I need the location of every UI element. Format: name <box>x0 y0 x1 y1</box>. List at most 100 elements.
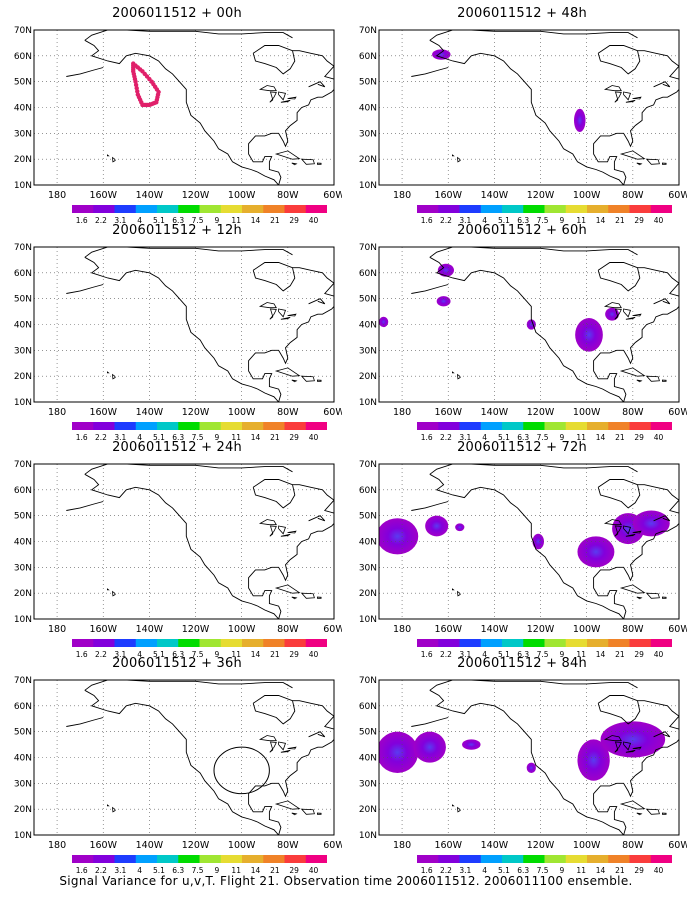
colorbar-level-label: 1.6 <box>76 866 88 875</box>
map-svg: 10N 20N 30N 40N 50N 60N 70N 180 160W 140W 120W 100W… <box>14 676 346 851</box>
colorbar-svg: 1.6 2.2 3.1 4 5.1 6.3 7.5 9 11 14 21 29 40 <box>72 855 328 875</box>
panel-title: 2006011512 + 24h <box>112 440 242 455</box>
colorbar-level-label: 7.5 <box>537 216 549 225</box>
colorbar-level-label: 5.1 <box>498 216 510 225</box>
colorbar-swatch <box>565 422 588 430</box>
lon-tick-label: 60W <box>323 407 342 418</box>
lat-tick-label: 40N <box>359 538 377 548</box>
colorbar: 1.6 2.2 3.1 4 5.1 6.3 7.5 9 11 14 21 29 40 <box>72 639 328 663</box>
island-outline <box>274 800 301 810</box>
colorbar-level-label: 29 <box>634 216 644 225</box>
coastline <box>429 464 638 475</box>
colorbar-level-label: 40 <box>309 866 319 875</box>
panel-title: 2006011512 + 48h <box>457 6 587 21</box>
colorbar-level-label: 29 <box>634 866 644 875</box>
lake-outline <box>623 91 632 101</box>
island-outline <box>291 379 298 383</box>
colorbar-level-label: 1.6 <box>421 433 433 442</box>
coastline <box>252 262 296 292</box>
lat-tick-label: 60N <box>14 702 32 712</box>
colorbar: 1.6 2.2 3.1 4 5.1 6.3 7.5 9 11 14 21 29 40 <box>417 855 673 879</box>
lon-tick-label: 160W <box>434 190 462 201</box>
coastline <box>653 81 671 88</box>
colorbar-level-label: 9 <box>559 650 564 659</box>
coastline <box>637 700 679 730</box>
lon-tick-label: 120W <box>182 624 210 635</box>
colorbar-level-label: 29 <box>289 866 299 875</box>
lake-outline <box>614 741 622 753</box>
island-outline <box>452 588 455 591</box>
colorbar-swatch <box>459 422 482 430</box>
colorbar-level-label: 6.3 <box>517 650 529 659</box>
lake-outline <box>287 530 297 534</box>
figure-caption: Signal Variance for u,v,T. Flight 21. Ob… <box>59 874 633 888</box>
island-outline <box>112 806 116 813</box>
lake-outline <box>603 85 623 92</box>
lake-outline <box>625 749 636 753</box>
lon-tick-label: 160W <box>434 624 462 635</box>
colorbar-swatch <box>263 855 285 863</box>
map-svg: 10N 20N 30N 40N 50N 60N 70N 180 160W 140W 120W 100W… <box>14 26 346 201</box>
lon-tick-label: 160W <box>434 407 462 418</box>
plot-background <box>34 30 334 185</box>
coastline <box>84 247 293 258</box>
colorbar-level-label: 9 <box>214 216 219 225</box>
colorbar-svg: 1.6 2.2 3.1 4 5.1 6.3 7.5 9 11 14 21 29 40 <box>72 205 328 225</box>
colorbar-level-label: 14 <box>251 216 261 225</box>
variance-area <box>532 533 544 550</box>
colorbar-level-label: 2.2 <box>440 216 452 225</box>
colorbar-level-label: 6.3 <box>172 866 184 875</box>
target-region-circle <box>213 746 270 795</box>
colorbar-swatch <box>93 639 115 647</box>
colorbar-level-label: 5.1 <box>153 866 165 875</box>
island-outline <box>457 590 461 597</box>
lat-tick-label: 60N <box>14 486 32 496</box>
colorbar-level-label: 5.1 <box>498 866 510 875</box>
lon-tick-label: 140W <box>136 407 164 418</box>
map-plot-24h: 10N 20N 30N 40N 50N 60N 70N 180 160W 140W 120W 100W… <box>12 459 346 643</box>
colorbar-level-label: 5.1 <box>498 433 510 442</box>
map-svg: 10N 20N 30N 40N 50N 60N 70N 180 160W 140W 120W 100W… <box>14 460 346 635</box>
colorbar-level-label: 9 <box>214 650 219 659</box>
colorbar-swatch <box>93 422 115 430</box>
island-outline <box>662 162 667 165</box>
lake-outline <box>258 735 278 742</box>
lake-outline <box>280 99 291 103</box>
lat-tick-label: 60N <box>14 52 32 62</box>
lon-tick-label: 140W <box>136 840 164 851</box>
colorbar-level-label: 7.5 <box>192 216 204 225</box>
colorbar-level-label: 29 <box>289 650 299 659</box>
island-outline <box>300 592 315 599</box>
colorbar: 1.6 2.2 3.1 4 5.1 6.3 7.5 9 11 14 21 29 40 <box>72 205 328 229</box>
island-outline <box>662 379 667 382</box>
colorbar-level-label: 14 <box>596 866 606 875</box>
colorbar-svg: 1.6 2.2 3.1 4 5.1 6.3 7.5 9 11 14 21 29 40 <box>72 639 328 659</box>
lon-tick-label: 80W <box>277 190 299 201</box>
colorbar-swatch <box>72 422 94 430</box>
coastline <box>84 689 279 835</box>
island-outline <box>112 590 116 597</box>
lake-outline <box>287 313 297 317</box>
lat-tick-label: 10N <box>359 831 377 841</box>
colorbar-swatch <box>650 639 673 647</box>
variance-area <box>455 523 465 532</box>
colorbar-level-label: 1.6 <box>76 433 88 442</box>
colorbar-level-label: 4 <box>137 216 142 225</box>
colorbar-level-label: 9 <box>214 433 219 442</box>
island-outline <box>107 154 110 157</box>
colorbar-swatch <box>523 855 545 863</box>
colorbar-swatch <box>608 205 630 213</box>
colorbar-level-label: 21 <box>270 866 280 875</box>
plot-background <box>34 680 334 835</box>
map-svg: 10N 20N 30N 40N 50N 60N 70N 180 160W 140W 120W 100W… <box>14 243 346 418</box>
colorbar-level-label: 3.1 <box>459 650 471 659</box>
colorbar-svg: 1.6 2.2 3.1 4 5.1 6.3 7.5 9 11 14 21 29 40 <box>417 855 673 875</box>
map-plot-84h: 10N 20N 30N 40N 50N 60N 70N 180 160W 140W 120W 100W… <box>357 675 691 859</box>
colorbar-level-label: 14 <box>596 650 606 659</box>
colorbar-level-label: 11 <box>576 650 586 659</box>
lon-tick-label: 140W <box>481 407 509 418</box>
lat-tick-label: 70N <box>359 243 377 253</box>
plot-background <box>34 464 334 619</box>
colorbar-level-label: 5.1 <box>153 650 165 659</box>
colorbar-level-label: 1.6 <box>421 650 433 659</box>
